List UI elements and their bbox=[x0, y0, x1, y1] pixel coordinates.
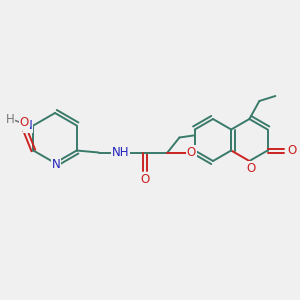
Text: N: N bbox=[52, 158, 60, 170]
Text: N: N bbox=[24, 119, 33, 132]
Text: O: O bbox=[287, 144, 296, 157]
Text: O: O bbox=[187, 146, 196, 159]
Text: O: O bbox=[141, 173, 150, 186]
Text: O: O bbox=[247, 161, 256, 175]
Text: NH: NH bbox=[112, 146, 129, 159]
Text: H: H bbox=[6, 113, 15, 126]
Text: O: O bbox=[20, 116, 29, 129]
